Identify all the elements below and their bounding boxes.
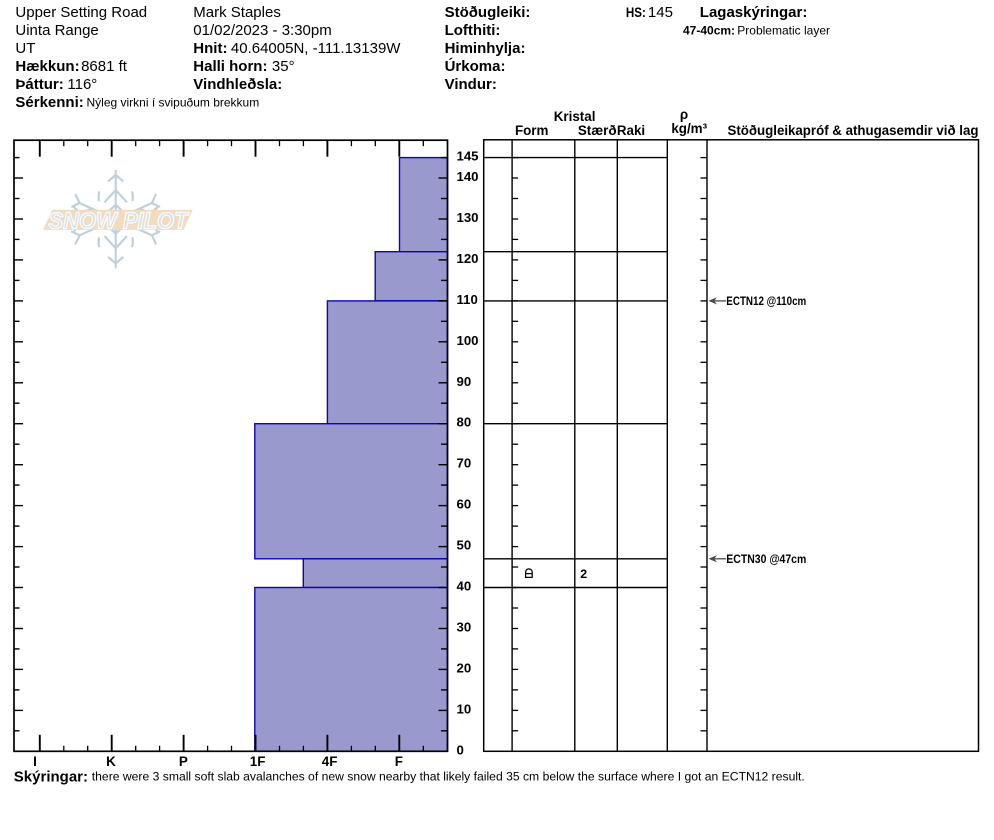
svg-text:ECTN30 @47cm: ECTN30 @47cm [726, 552, 806, 566]
svg-text:30: 30 [457, 620, 472, 635]
svg-text:kg/m³: kg/m³ [671, 121, 707, 136]
svg-text:Þáttur:: Þáttur: [15, 76, 63, 93]
svg-text:Stöðugleikapróf & athugasemdir: Stöðugleikapróf & athugasemdir við lag [728, 123, 979, 138]
svg-text:130: 130 [457, 210, 479, 225]
svg-text:Uinta Range: Uinta Range [15, 22, 98, 39]
svg-text:ρ: ρ [680, 107, 688, 122]
svg-text:SNOW PILOT: SNOW PILOT [49, 208, 190, 234]
svg-text:Hækkun:: Hækkun: [15, 58, 79, 75]
svg-text:145: 145 [457, 149, 479, 164]
svg-text:Stöðugleiki:: Stöðugleiki: [445, 4, 531, 21]
svg-text:Raki: Raki [617, 123, 645, 138]
svg-text:Nýleg virkni í svipuðum brekku: Nýleg virkni í svipuðum brekkum [87, 96, 260, 110]
svg-text:20: 20 [457, 660, 472, 675]
svg-text:100: 100 [457, 333, 479, 348]
svg-text:there were 3 small soft slab a: there were 3 small soft slab avalanches … [92, 769, 805, 783]
svg-text:80: 80 [457, 415, 472, 430]
svg-text:10: 10 [457, 701, 472, 716]
svg-text:ECTN12 @110cm: ECTN12 @110cm [726, 294, 806, 308]
svg-text:Problematic layer: Problematic layer [737, 23, 830, 37]
svg-text:Kristal: Kristal [554, 109, 596, 124]
svg-text:60: 60 [457, 497, 472, 512]
svg-text:HS:: HS: [626, 4, 646, 20]
svg-text:Vindur:: Vindur: [445, 76, 497, 93]
svg-text:Form: Form [515, 123, 549, 138]
svg-text:Upper Setting Road: Upper Setting Road [15, 4, 147, 21]
svg-text:Lagaskýringar:: Lagaskýringar: [700, 4, 808, 21]
svg-text:Sérkenni:: Sérkenni: [15, 94, 83, 111]
svg-text:40: 40 [457, 579, 472, 594]
svg-text:110: 110 [457, 292, 478, 307]
svg-text:116°: 116° [67, 76, 97, 93]
svg-text:Himinhylja:: Himinhylja: [445, 40, 526, 57]
svg-text:140: 140 [457, 169, 479, 184]
svg-text:50: 50 [457, 538, 472, 553]
svg-text:K: K [106, 754, 116, 769]
svg-text:01/02/2023 - 3:30pm: 01/02/2023 - 3:30pm [193, 22, 331, 39]
svg-text:I: I [33, 754, 37, 769]
svg-text:Úrkoma:: Úrkoma: [445, 57, 506, 75]
svg-text:F: F [395, 754, 403, 769]
svg-text:40.64005N, -111.13139W: 40.64005N, -111.13139W [231, 40, 401, 57]
svg-text:P: P [179, 754, 188, 769]
svg-text:8681 ft: 8681 ft [81, 58, 128, 75]
svg-text:35°: 35° [272, 58, 295, 75]
svg-text:1F: 1F [250, 754, 266, 769]
svg-text:145: 145 [648, 4, 673, 21]
svg-text:70: 70 [457, 456, 472, 471]
svg-text:Mark Staples: Mark Staples [193, 4, 281, 21]
svg-text:Lofthiti:: Lofthiti: [445, 22, 501, 39]
svg-text:0: 0 [457, 742, 464, 757]
svg-text:Halli horn:: Halli horn: [193, 58, 267, 75]
svg-text:90: 90 [457, 374, 472, 389]
svg-text:Stærð: Stærð [578, 123, 617, 138]
svg-text:Vindhleðsla:: Vindhleðsla: [193, 76, 282, 93]
svg-text:47-40cm:: 47-40cm: [683, 23, 735, 37]
svg-text:SNOW PILOT: SNOW PILOT [49, 208, 190, 234]
svg-text:120: 120 [457, 251, 479, 266]
svg-text:UT: UT [15, 40, 35, 57]
svg-text:Hnit:: Hnit: [193, 40, 227, 57]
svg-text:Skýringar:: Skýringar: [14, 768, 88, 785]
svg-text:2: 2 [580, 567, 587, 581]
svg-text:4F: 4F [322, 754, 338, 769]
